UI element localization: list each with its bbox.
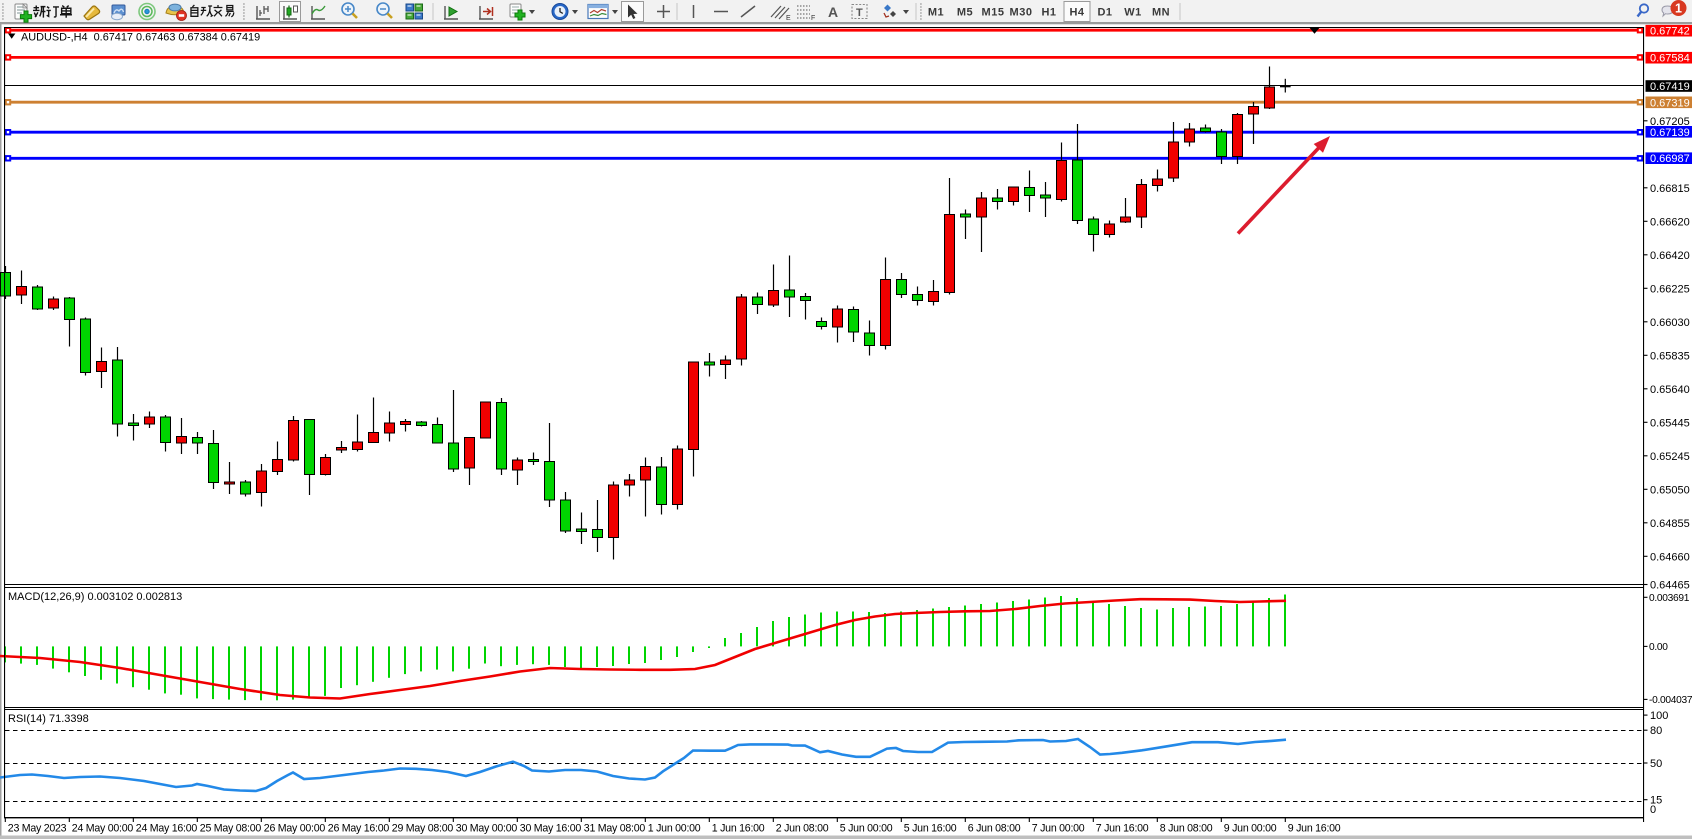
svg-text:29 May 08:00: 29 May 08:00 [392,823,454,835]
svg-text:0.66987: 0.66987 [1650,153,1690,165]
svg-text:9 Jun 00:00: 9 Jun 00:00 [1224,823,1277,835]
svg-text:0.00: 0.00 [1649,642,1668,653]
svg-text:W1: W1 [1124,7,1142,19]
svg-text:50: 50 [1650,758,1662,770]
svg-text:E: E [786,15,791,22]
svg-text:D1: D1 [1097,7,1112,19]
svg-text:25 May 08:00: 25 May 08:00 [200,823,262,835]
svg-text:H1: H1 [1041,7,1056,19]
svg-text:0.65245: 0.65245 [1650,451,1690,463]
svg-text:24 May 00:00: 24 May 00:00 [72,823,134,835]
svg-text:5 Jun 00:00: 5 Jun 00:00 [840,823,893,835]
svg-text:0.64855: 0.64855 [1650,518,1690,530]
svg-text:0.003691: 0.003691 [1649,593,1690,604]
svg-text:6 Jun 08:00: 6 Jun 08:00 [968,823,1021,835]
svg-text:15: 15 [1650,795,1662,807]
svg-text:T: T [856,7,863,19]
svg-text:0.65050: 0.65050 [1650,484,1690,496]
svg-text:31 May 08:00: 31 May 08:00 [584,823,646,835]
svg-text:0.64465: 0.64465 [1650,580,1690,592]
svg-text:0.65445: 0.65445 [1650,417,1690,429]
svg-text:0.66225: 0.66225 [1650,283,1690,295]
svg-text:0.64660: 0.64660 [1650,551,1690,563]
svg-text:RSI(14) 71.3398: RSI(14) 71.3398 [8,713,89,725]
svg-text:0.67319: 0.67319 [1650,97,1690,109]
svg-text:1 Jun 00:00: 1 Jun 00:00 [648,823,701,835]
svg-text:0.66030: 0.66030 [1650,317,1690,329]
svg-text:0.67139: 0.67139 [1650,127,1690,139]
svg-text:1 Jun 16:00: 1 Jun 16:00 [712,823,765,835]
svg-text:26 May 00:00: 26 May 00:00 [264,823,326,835]
svg-text:0.67584: 0.67584 [1650,53,1690,65]
svg-text:1: 1 [1675,2,1682,16]
svg-text:8 Jun 08:00: 8 Jun 08:00 [1160,823,1213,835]
svg-text:M30: M30 [1010,7,1033,19]
svg-text:5 Jun 16:00: 5 Jun 16:00 [904,823,957,835]
svg-text:-0.004037: -0.004037 [1649,695,1692,706]
svg-text:MACD(12,26,9) 0.003102 0.00281: MACD(12,26,9) 0.003102 0.002813 [8,591,182,603]
svg-text:A: A [828,4,838,20]
svg-text:M1: M1 [928,7,944,19]
svg-text:0.67742: 0.67742 [1650,26,1690,38]
svg-text:0.66620: 0.66620 [1650,216,1690,228]
svg-text:0.66420: 0.66420 [1650,250,1690,262]
svg-text:0.65835: 0.65835 [1650,350,1690,362]
svg-text:0: 0 [1650,804,1656,816]
svg-text:0.67419: 0.67419 [1650,81,1690,93]
svg-text:80: 80 [1650,725,1662,737]
svg-text:100: 100 [1650,710,1668,722]
svg-text:M15: M15 [982,7,1005,19]
svg-text:24 May 16:00: 24 May 16:00 [136,823,198,835]
svg-text:23 May 2023: 23 May 2023 [8,823,67,835]
svg-text:F: F [811,15,815,22]
svg-text:7 Jun 16:00: 7 Jun 16:00 [1096,823,1149,835]
svg-text:30 May 00:00: 30 May 00:00 [456,823,518,835]
svg-text:M5: M5 [957,7,973,19]
svg-text:2 Jun 08:00: 2 Jun 08:00 [776,823,829,835]
svg-text:AUDUSD-,H4 0.67417 0.67463 0.: AUDUSD-,H4 0.67417 0.67463 0.67384 0.674… [21,32,260,44]
svg-text:30 May 16:00: 30 May 16:00 [520,823,582,835]
svg-text:9 Jun 16:00: 9 Jun 16:00 [1288,823,1341,835]
svg-text:0.67205: 0.67205 [1650,116,1690,128]
svg-text:0.66815: 0.66815 [1650,183,1690,195]
svg-text:H4: H4 [1069,7,1084,19]
svg-text:MN: MN [1152,7,1170,19]
svg-text:0.65640: 0.65640 [1650,384,1690,396]
svg-text:26 May 16:00: 26 May 16:00 [328,823,390,835]
svg-text:7 Jun 00:00: 7 Jun 00:00 [1032,823,1085,835]
